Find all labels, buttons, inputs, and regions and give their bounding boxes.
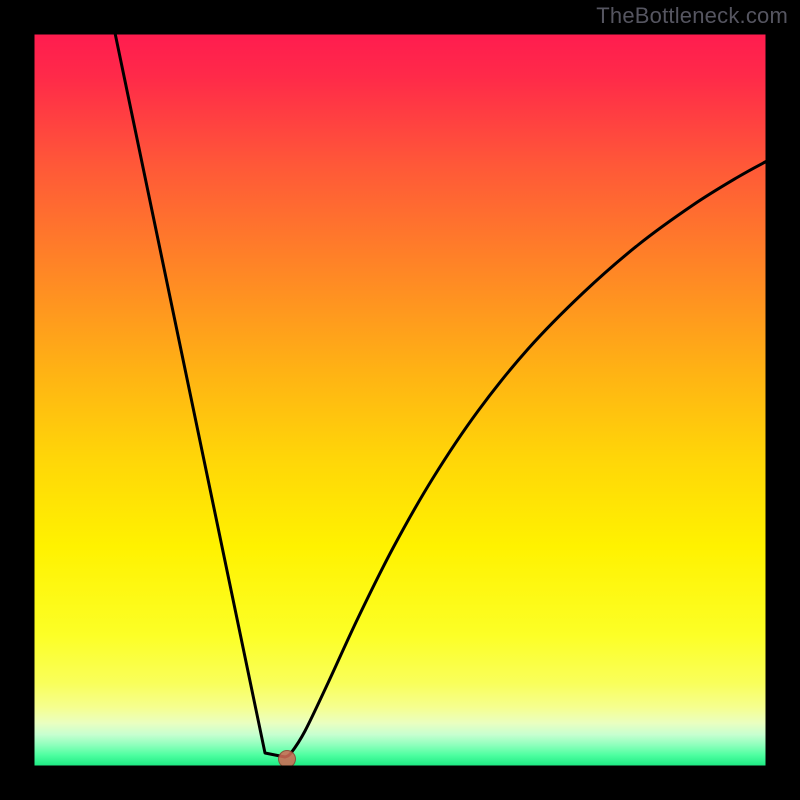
bottleneck-chart [0,0,800,800]
watermark-text: TheBottleneck.com [596,3,788,29]
chart-background-gradient [33,33,767,767]
optimal-point-marker [279,751,296,768]
